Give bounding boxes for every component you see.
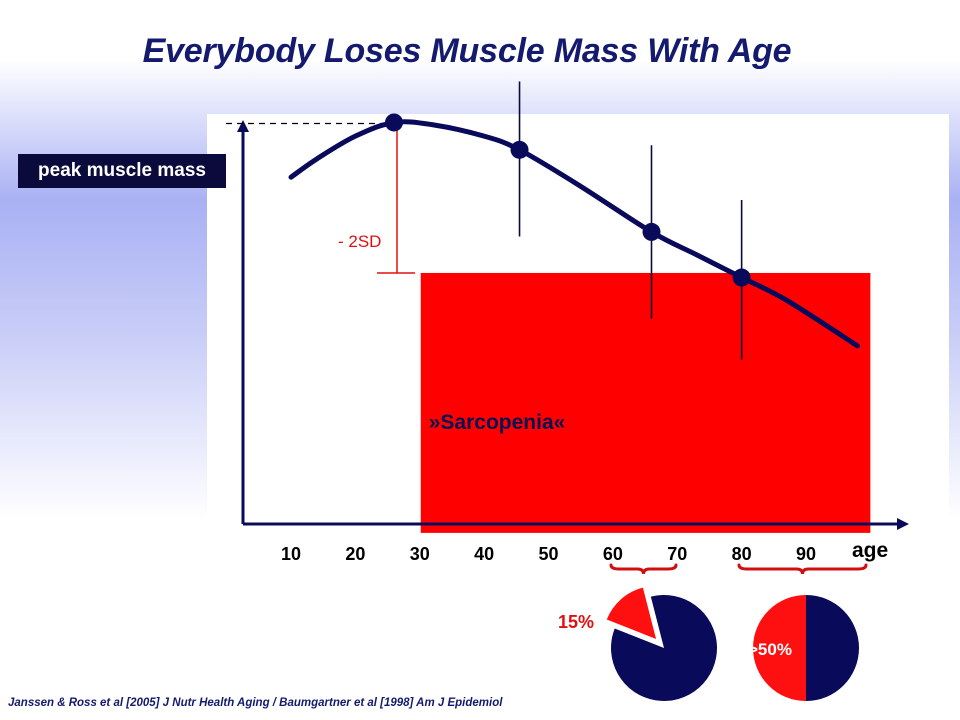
x-tick-30: 30 [410, 544, 430, 564]
pie-1-slice-0 [606, 587, 657, 639]
pie-60-70-label: 15% [558, 612, 594, 632]
x-tick-labels: 10 20 30 40 50 60 70 80 90 [281, 544, 816, 564]
sd-label: - 2SD [338, 232, 381, 251]
sarcopenia-region [420, 272, 871, 533]
pie-chart-80-90 [753, 595, 859, 701]
x-tick-90: 90 [796, 544, 816, 564]
brace-80-90 [737, 563, 868, 575]
data-points [385, 113, 751, 287]
data-point-2 [642, 222, 661, 241]
data-point-1 [510, 140, 529, 159]
x-tick-70: 70 [667, 544, 687, 564]
pie-2-slice-1 [806, 595, 859, 701]
brace-60-70 [609, 563, 678, 575]
pie-80-90-label: >50% [748, 640, 792, 659]
pie-chart-60-70 [606, 587, 718, 702]
citation: Janssen & Ross et al [2005] J Nutr Healt… [8, 697, 503, 709]
x-axis-label: age [852, 539, 888, 562]
peak-muscle-mass-label: peak muscle mass [18, 154, 226, 188]
x-tick-10: 10 [281, 544, 301, 564]
x-tick-80: 80 [732, 544, 752, 564]
x-tick-60: 60 [603, 544, 623, 564]
pie-1-slice-1 [611, 595, 718, 702]
data-point-3 [732, 268, 751, 287]
sarcopenia-label: »Sarcopenia« [429, 411, 566, 434]
x-tick-20: 20 [345, 544, 365, 564]
x-tick-40: 40 [474, 544, 494, 564]
x-tick-50: 50 [538, 544, 558, 564]
data-point-0 [385, 113, 403, 132]
pie-2-slice-0 [753, 595, 806, 701]
slide-title: Everybody Loses Muscle Mass With Age [142, 32, 792, 70]
